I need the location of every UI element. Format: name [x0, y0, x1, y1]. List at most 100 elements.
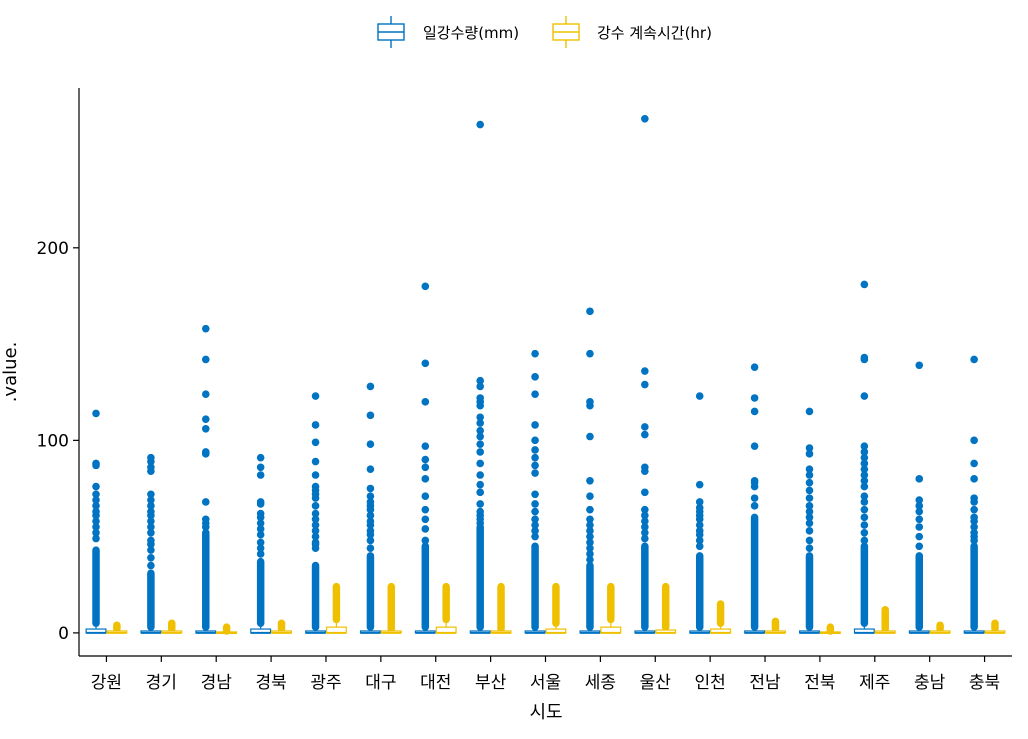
outlier-point [256, 550, 265, 558]
outlier-point [531, 453, 539, 462]
box-group [435, 582, 457, 634]
outlier-point [695, 392, 704, 400]
box-group [271, 619, 292, 634]
outlier-point [860, 453, 869, 462]
outlier-point [201, 425, 210, 433]
outlier-point [92, 517, 100, 526]
outlier-point [586, 398, 594, 406]
outlier-point [860, 498, 869, 506]
box-group [655, 582, 677, 634]
outlier-point [805, 407, 814, 416]
outlier-point [476, 471, 484, 479]
box-group [414, 282, 436, 634]
outlier-point [531, 490, 539, 499]
outlier-point [311, 457, 320, 466]
box-group [579, 307, 601, 634]
outlier-point [915, 515, 924, 524]
legend-label-rainfall: 일강수량(mm) [423, 24, 519, 42]
outlier-point [256, 525, 265, 533]
outlier-point [147, 528, 155, 537]
outlier-point [586, 432, 594, 441]
outlier-point [311, 521, 320, 529]
outlier-point [641, 380, 649, 389]
box-group [195, 324, 217, 634]
outlier-point [805, 513, 814, 522]
outlier-point [915, 502, 924, 510]
outlier-point [805, 544, 814, 552]
outlier-point [695, 521, 704, 529]
outlier-point [586, 307, 594, 316]
outlier-point [92, 496, 100, 504]
box-group [600, 582, 622, 634]
outlier-point [750, 502, 759, 510]
outlier-point [421, 442, 430, 450]
outlier-point [695, 498, 704, 506]
outlier-point [750, 494, 759, 502]
box-group [853, 280, 875, 634]
outlier-point [147, 554, 155, 562]
x-tick-label: 광주 [310, 673, 341, 693]
x-tick-label: 전남 [749, 673, 781, 693]
outlier-point [366, 492, 375, 500]
outlier-point [531, 436, 539, 445]
outlier-point [147, 507, 155, 516]
outlier-point [805, 465, 814, 474]
x-tick-label: 서울 [530, 673, 561, 693]
x-tick-label: 경북 [255, 673, 286, 693]
outlier-point [860, 536, 869, 545]
outlier-point [311, 527, 320, 535]
outlier-point [421, 359, 430, 368]
outlier-point [476, 480, 484, 489]
outlier-point [641, 115, 649, 123]
outlier-point [476, 376, 484, 385]
box-group [106, 621, 128, 634]
outlier-point [147, 502, 155, 510]
outlier-point [147, 523, 155, 531]
outlier-point [641, 430, 649, 439]
outlier-point [915, 496, 924, 504]
outlier-point [641, 423, 649, 431]
outlier-point [860, 482, 869, 491]
outlier-point [805, 536, 814, 545]
x-tick-label: 울산 [640, 673, 672, 693]
outlier-point [421, 536, 430, 545]
outlier-point [476, 394, 484, 402]
box-group [963, 355, 985, 634]
outlier-point [366, 498, 375, 506]
x-tick-label: 강원 [91, 673, 122, 693]
outlier-point [860, 528, 869, 537]
outlier-point [805, 502, 814, 510]
legend-label-duration: 강수 계속시간(hr) [597, 24, 712, 42]
outlier-point [201, 448, 210, 456]
outlier-point [641, 511, 649, 520]
x-tick-label: 세종 [585, 673, 616, 693]
outlier-point [641, 463, 649, 472]
outlier-point [860, 521, 869, 529]
outlier-point [641, 523, 649, 531]
outlier-point [531, 469, 539, 477]
outlier-point [805, 527, 814, 535]
legend: 일강수량(mm) 강수 계속시간(hr) [377, 16, 712, 48]
outlier-point [256, 498, 265, 506]
outlier-point [750, 407, 759, 416]
outlier-point [92, 502, 100, 510]
outlier-point [586, 550, 594, 558]
outlier-point [256, 463, 265, 472]
x-tick-label: 부산 [475, 673, 507, 693]
outlier-point [256, 509, 265, 518]
box-group [490, 582, 512, 634]
outlier-point [860, 471, 869, 479]
outlier-point [311, 502, 320, 510]
outlier-point [860, 465, 869, 474]
outlier-point [366, 536, 375, 545]
box-group [325, 582, 347, 634]
outlier-point [201, 390, 210, 398]
outlier-point [970, 459, 978, 468]
outlier-point [311, 538, 320, 547]
outlier-point [805, 494, 814, 502]
box-group [524, 349, 546, 634]
x-ticks: 강원 경기 경남 경북 광주 대구 대전 부산 서울 세종 울산 인천 전남 전북 제주 충남 충북 [91, 656, 1000, 693]
outlier-point [531, 390, 539, 398]
box-group [689, 392, 711, 634]
